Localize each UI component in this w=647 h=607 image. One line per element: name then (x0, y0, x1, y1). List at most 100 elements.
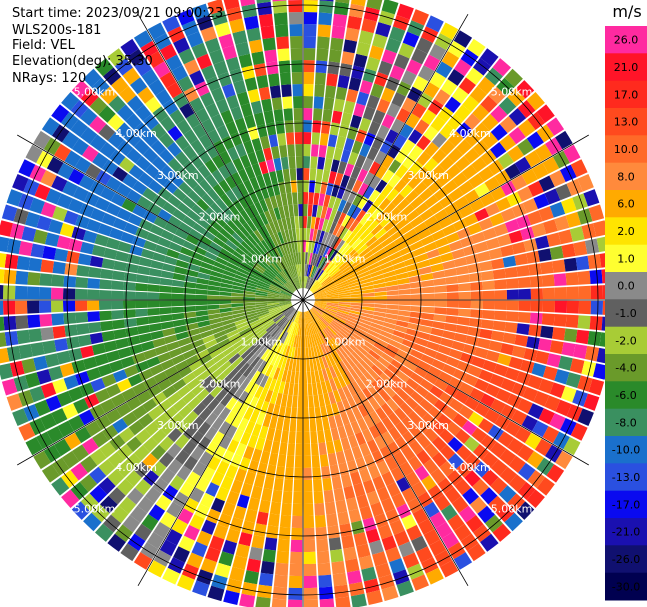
velocity-gate (153, 521, 171, 539)
velocity-gate (277, 258, 285, 270)
velocity-gate (211, 326, 225, 335)
velocity-gate (443, 179, 458, 194)
velocity-gate (280, 430, 289, 444)
velocity-gate (446, 308, 459, 316)
velocity-gate (243, 140, 255, 155)
velocity-gate (417, 259, 431, 269)
velocity-gate (367, 220, 380, 232)
velocity-gate (496, 77, 515, 96)
velocity-gate (500, 343, 515, 356)
velocity-gate (1, 204, 18, 222)
velocity-gate (305, 252, 308, 265)
velocity-gate (392, 15, 410, 31)
velocity-gate (183, 306, 196, 313)
velocity-gate (303, 156, 311, 169)
colorbar-swatch (605, 135, 647, 164)
velocity-gate (269, 308, 281, 315)
velocity-gate (279, 272, 288, 283)
velocity-gate (378, 10, 395, 26)
velocity-gate (240, 103, 253, 118)
velocity-gate (186, 209, 201, 223)
ring-label: 2.00km (366, 211, 408, 224)
velocity-gate (278, 244, 286, 257)
velocity-gate (340, 262, 352, 272)
velocity-gate (379, 330, 393, 339)
velocity-gate (369, 410, 381, 425)
velocity-gate (327, 248, 336, 260)
velocity-gate (337, 332, 348, 343)
velocity-gate (243, 302, 256, 307)
velocity-gate (375, 562, 392, 578)
velocity-gate (267, 266, 278, 276)
velocity-gate (83, 230, 98, 244)
velocity-gate (391, 193, 405, 207)
velocity-gate (601, 316, 605, 331)
velocity-gate (344, 423, 355, 437)
velocity-gate (378, 256, 391, 266)
velocity-gate (269, 264, 279, 275)
velocity-gate (341, 372, 351, 386)
velocity-gate (345, 370, 355, 383)
velocity-gate (281, 84, 292, 98)
velocity-gate (284, 120, 294, 133)
colorbar-tick-label: 6.0 (617, 198, 635, 211)
velocity-gate (511, 241, 526, 255)
colorbar-tick-label: -21.0 (612, 526, 640, 539)
velocity-gate (258, 280, 271, 287)
velocity-gate (363, 371, 375, 384)
velocity-gate (12, 408, 29, 426)
velocity-gate (43, 137, 61, 156)
velocity-gate (472, 478, 490, 496)
velocity-gate (335, 0, 350, 4)
velocity-gate (178, 366, 193, 378)
velocity-gate (313, 289, 325, 296)
velocity-gate (209, 535, 225, 551)
velocity-gate (147, 22, 166, 40)
colorbar-swatch (605, 326, 647, 355)
velocity-gate (168, 241, 183, 253)
velocity-gate (277, 231, 285, 244)
velocity-gate (14, 300, 28, 315)
velocity-gate (288, 431, 296, 444)
velocity-gate (416, 449, 431, 465)
velocity-gate (374, 300, 387, 305)
velocity-gate (310, 334, 316, 347)
velocity-gate (314, 297, 327, 300)
velocity-gate (278, 526, 291, 540)
velocity-gate (155, 494, 172, 511)
velocity-gate (171, 354, 186, 365)
velocity-gate (211, 154, 225, 169)
velocity-gate (508, 455, 526, 473)
velocity-gate (542, 366, 558, 381)
velocity-gate (115, 250, 129, 262)
velocity-gate (405, 190, 419, 204)
velocity-gate (315, 320, 323, 332)
velocity-gate (314, 268, 321, 280)
velocity-gate (150, 330, 164, 340)
velocity-gate (472, 104, 490, 122)
velocity-gate (263, 147, 273, 161)
colorbar-tick-label: 17.0 (614, 88, 639, 101)
velocity-gate (270, 340, 279, 352)
velocity-gate (359, 505, 373, 520)
velocity-gate (91, 504, 110, 523)
velocity-gate (215, 197, 228, 211)
velocity-gate (504, 219, 520, 233)
velocity-gate (555, 450, 573, 470)
velocity-gate (204, 426, 218, 441)
velocity-gate (277, 48, 290, 62)
velocity-gate (417, 360, 432, 372)
velocity-gate (343, 324, 355, 333)
velocity-gate (18, 193, 34, 211)
velocity-gate (339, 300, 351, 303)
velocity-gate (117, 347, 132, 359)
velocity-gate (392, 212, 406, 225)
velocity-gate (225, 121, 238, 136)
velocity-gate (260, 25, 275, 40)
velocity-gate (359, 342, 371, 353)
velocity-gate (341, 326, 354, 336)
velocity-gate (413, 222, 428, 234)
velocity-gate (278, 381, 286, 394)
velocity-gate (171, 312, 185, 321)
velocity-gate (366, 590, 383, 605)
